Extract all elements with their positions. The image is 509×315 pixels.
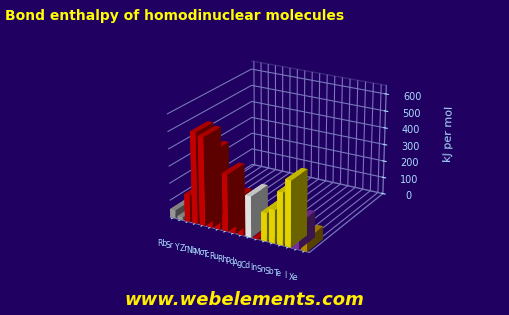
Text: www.webelements.com: www.webelements.com [125,291,364,309]
Text: Bond enthalpy of homodinuclear molecules: Bond enthalpy of homodinuclear molecules [5,9,344,23]
